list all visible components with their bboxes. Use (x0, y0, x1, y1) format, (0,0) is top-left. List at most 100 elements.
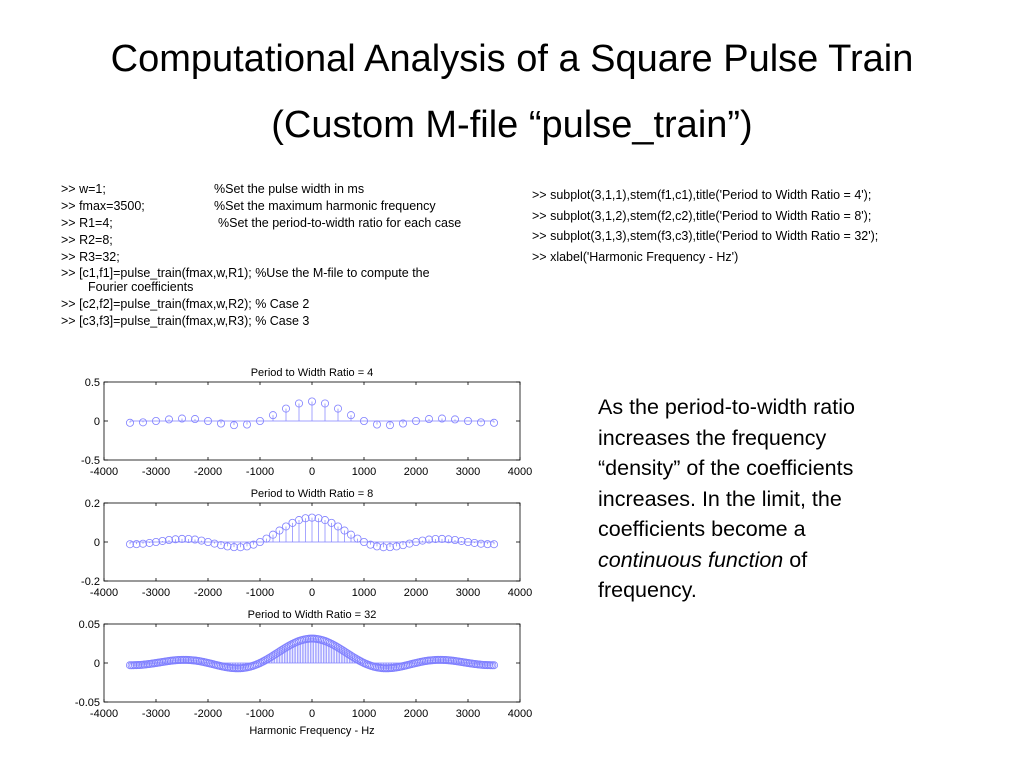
code-command: >> w=1; (61, 182, 106, 196)
stem-marker (177, 534, 186, 543)
stem-marker (437, 534, 446, 543)
stem-marker (132, 540, 141, 549)
code-line: >> [c3,f3]=pulse_train(fmax,w,R3); % Cas… (61, 313, 531, 330)
stem-marker (418, 536, 427, 545)
x-tick-label: -2000 (194, 587, 222, 599)
x-tick-label: 1000 (352, 466, 376, 478)
y-tick-label: 0.5 (85, 377, 100, 389)
stem-marker (424, 535, 433, 544)
stem-marker (411, 417, 420, 426)
x-tick-label: -4000 (90, 466, 118, 478)
x-tick-label: 1000 (352, 587, 376, 599)
stem-marker (229, 543, 238, 552)
stem-marker (294, 399, 303, 408)
plot-title: Period to Width Ratio = 32 (248, 609, 377, 621)
stem-marker (424, 415, 433, 424)
stem-marker (463, 537, 472, 546)
stem-marker (333, 522, 342, 531)
y-tick-label: 0 (94, 658, 100, 670)
note-text-end: of frequency. (598, 547, 808, 603)
stem-marker (223, 542, 232, 551)
code-comment: %Set the pulse width in ms (214, 182, 365, 196)
stem-marker (158, 536, 167, 545)
x-tick-label: -3000 (142, 466, 170, 478)
stem-marker (476, 418, 485, 427)
x-tick-label: -3000 (142, 708, 170, 720)
stem-marker (489, 661, 498, 670)
stem-marker (327, 518, 336, 527)
stem-marker (255, 537, 264, 546)
stem-marker (307, 513, 316, 522)
code-line: >> R3=32; (61, 249, 531, 266)
x-tick-label: 0 (309, 587, 315, 599)
code-line: >> subplot(3,1,2),stem(f2,c2),title('Per… (532, 208, 872, 223)
code-command: >> [c2,f2]=pulse_train(fmax,w,R2); % Cas… (61, 297, 310, 311)
explanation-text: As the period-to-width ratio increases t… (598, 392, 898, 606)
stem-marker (171, 535, 180, 544)
y-tick-label: 0.05 (79, 619, 100, 631)
stem-marker (476, 539, 485, 548)
note-text: As the period-to-width ratio increases t… (598, 395, 855, 541)
matlab-code-left: >> w=1; %Set the pulse width in ms >> fm… (61, 181, 531, 330)
x-tick-label: 1000 (352, 708, 376, 720)
stem-marker (268, 530, 277, 539)
code-line: >> [c1,f1]=pulse_train(fmax,w,R1); %Use … (61, 266, 531, 296)
stem-marker (470, 538, 479, 547)
y-tick-label: 0.2 (85, 498, 100, 510)
code-comment-continued: Fourier coefficients (88, 280, 194, 294)
stem-marker (320, 516, 329, 525)
x-tick-label: -3000 (142, 587, 170, 599)
stem-marker (483, 540, 492, 549)
code-command: >> fmax=3500; (61, 199, 145, 213)
stem-marker (346, 411, 355, 420)
y-tick-label: -0.05 (75, 697, 100, 709)
stem-marker (164, 415, 173, 424)
stem-marker (333, 404, 342, 413)
stem-marker (229, 421, 238, 430)
slide-subtitle: (Custom M-file “pulse_train”) (271, 104, 753, 146)
x-tick-label: 0 (309, 708, 315, 720)
stem-marker (320, 399, 329, 408)
stem-marker (190, 535, 199, 544)
stem-marker (138, 539, 147, 548)
stem-marker (405, 539, 414, 548)
stem-marker (307, 397, 316, 406)
stem-marker (431, 534, 440, 543)
code-command: >> R2=8; (61, 233, 113, 247)
stem-marker (151, 417, 160, 426)
plot-title: Period to Width Ratio = 8 (251, 488, 374, 500)
stem-marker (385, 543, 394, 552)
stem-marker (151, 537, 160, 546)
stem-marker (126, 540, 135, 549)
x-tick-label: -1000 (246, 466, 274, 478)
note-italic: continuous function (598, 547, 784, 572)
stem-marker (177, 414, 186, 423)
x-tick-label: -4000 (90, 708, 118, 720)
code-command: >> R3=32; (61, 250, 120, 264)
stem-marker (164, 536, 173, 545)
stem-marker (353, 534, 362, 543)
stem-marker (444, 535, 453, 544)
stem-marker (346, 530, 355, 539)
stem-marker (210, 539, 219, 548)
x-tick-label: 0 (309, 466, 315, 478)
stem-marker (340, 526, 349, 535)
stem-marker (126, 418, 135, 427)
stem-marker (268, 411, 277, 420)
code-line: >> [c2,f2]=pulse_train(fmax,w,R2); % Cas… (61, 296, 531, 313)
y-tick-label: 0 (94, 416, 100, 428)
code-command: >> [c1,f1]=pulse_train(fmax,w,R1); %Use … (61, 266, 430, 280)
matlab-code-right: >> subplot(3,1,1),stem(f1,c1),title('Per… (532, 185, 878, 267)
stem-marker (450, 415, 459, 424)
stem-marker (281, 404, 290, 413)
stem-marker (262, 534, 271, 543)
stem-marker (184, 534, 193, 543)
stem-marker (392, 542, 401, 551)
x-tick-label: -1000 (246, 587, 274, 599)
x-tick-label: 3000 (456, 466, 480, 478)
y-tick-label: -0.5 (81, 455, 100, 467)
stem-marker (190, 415, 199, 424)
stem-marker (385, 421, 394, 430)
stem-marker (275, 526, 284, 535)
x-tick-label: 2000 (404, 708, 428, 720)
